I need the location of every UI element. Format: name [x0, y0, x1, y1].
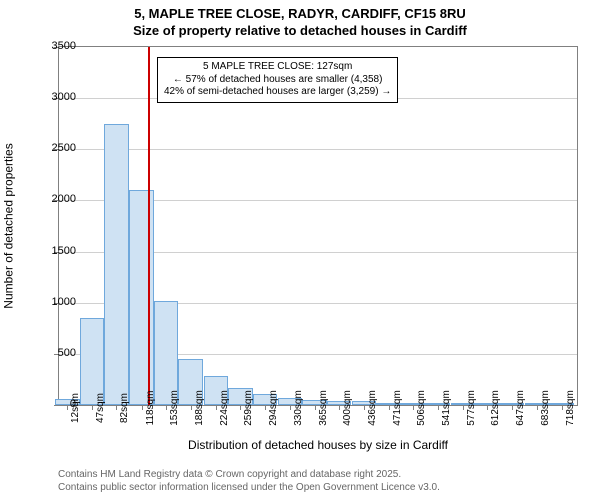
x-tick-label: 259sqm — [243, 390, 254, 426]
x-tick-label: 47sqm — [95, 393, 106, 423]
chart-title: 5, MAPLE TREE CLOSE, RADYR, CARDIFF, CF1… — [0, 0, 600, 23]
x-tick-label: 82sqm — [119, 393, 130, 423]
x-tick-label: 12sqm — [70, 393, 81, 423]
y-tick-label: 3500 — [42, 40, 76, 52]
x-tick-label: 506sqm — [416, 390, 427, 426]
annotation-line: 5 MAPLE TREE CLOSE: 127sqm — [164, 61, 391, 74]
x-tick-label: 188sqm — [194, 390, 205, 426]
y-tick-label: 2500 — [42, 142, 76, 154]
annotation-box: 5 MAPLE TREE CLOSE: 127sqm← 57% of detac… — [157, 57, 398, 103]
x-tick-label: 541sqm — [441, 390, 452, 426]
x-tick-label: 153sqm — [169, 390, 180, 426]
gridline — [59, 149, 577, 150]
y-tick-label: 1500 — [42, 245, 76, 257]
y-tick-label: 2000 — [42, 193, 76, 205]
y-tick-label: 1000 — [42, 296, 76, 308]
x-tick-label: 118sqm — [145, 391, 156, 426]
histogram-bar — [80, 318, 105, 405]
y-tick-label: 500 — [42, 347, 76, 359]
histogram-bar — [104, 124, 129, 405]
x-tick-label: 647sqm — [515, 390, 526, 426]
footer-line-2: Contains public sector information licen… — [58, 482, 440, 495]
histogram-bar — [129, 190, 154, 405]
x-tick-label: 365sqm — [318, 390, 329, 426]
x-axis-label: Distribution of detached houses by size … — [58, 438, 578, 452]
y-tick-label: 3000 — [42, 91, 76, 103]
property-marker-line — [148, 47, 150, 405]
x-tick-label: 683sqm — [540, 390, 551, 426]
x-tick-label: 224sqm — [219, 390, 230, 426]
x-tick-label: 294sqm — [268, 390, 279, 426]
annotation-line: ← 57% of detached houses are smaller (4,… — [164, 74, 391, 87]
y-axis-label: Number of detached properties — [2, 46, 16, 406]
x-tick-label: 471sqm — [392, 390, 403, 426]
x-tick-label: 718sqm — [565, 390, 576, 426]
x-tick-label: 577sqm — [466, 390, 477, 426]
plot-area: 5 MAPLE TREE CLOSE: 127sqm← 57% of detac… — [58, 46, 578, 406]
footer-line-1: Contains HM Land Registry data © Crown c… — [58, 469, 440, 482]
annotation-line: 42% of semi-detached houses are larger (… — [164, 86, 391, 99]
x-tick-label: 330sqm — [293, 390, 304, 426]
chart-subtitle: Size of property relative to detached ho… — [0, 23, 600, 38]
x-tick-label: 436sqm — [367, 390, 378, 426]
footer-attribution: Contains HM Land Registry data © Crown c… — [58, 469, 440, 494]
x-tick-label: 612sqm — [490, 390, 501, 426]
x-tick-label: 400sqm — [342, 390, 353, 426]
